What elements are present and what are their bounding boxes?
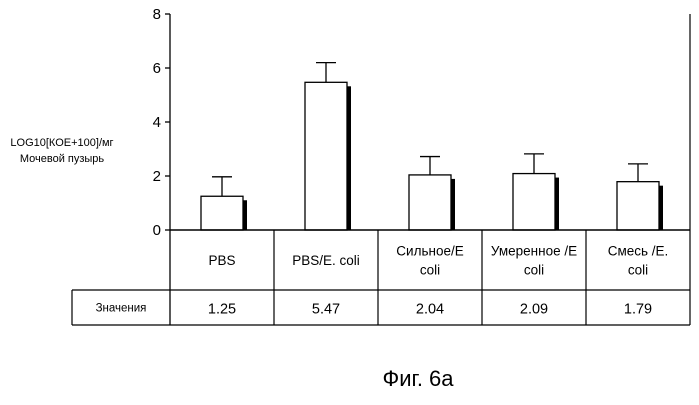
bar bbox=[409, 175, 451, 230]
bar bbox=[201, 196, 243, 230]
x-category-label: coli bbox=[420, 263, 440, 278]
x-category-label: Смесь /E. bbox=[608, 244, 669, 259]
y-axis-label-line: LOG10[КОЕ+100]/мг bbox=[10, 137, 113, 149]
table-value-cell: 5.47 bbox=[312, 302, 340, 318]
table-row-label: Значения bbox=[96, 303, 147, 315]
y-tick-label: 2 bbox=[153, 168, 161, 185]
x-category-label: coli bbox=[628, 263, 648, 278]
y-tick-label: 6 bbox=[153, 60, 161, 77]
table-value-cell: 1.79 bbox=[624, 302, 652, 318]
table-value-cell: 2.09 bbox=[520, 302, 548, 318]
x-category-label: Умеренное /E bbox=[491, 244, 577, 259]
x-category-label: PBS bbox=[208, 253, 235, 268]
x-category-label: coli bbox=[524, 263, 544, 278]
data-table: PBS PBS/E. coli Сильное/E coli Умеренное /E c… bbox=[72, 230, 690, 325]
y-axis-ticks: 0 2 4 6 8 bbox=[153, 6, 170, 239]
x-category-label: PBS/E. coli bbox=[292, 253, 360, 268]
y-tick-label: 8 bbox=[153, 6, 161, 23]
bar bbox=[305, 82, 347, 230]
table-value-cell: 1.25 bbox=[208, 302, 236, 318]
bar bbox=[617, 182, 659, 230]
y-axis-label: LOG10[КОЕ+100]/мг Мочевой пузырь bbox=[10, 137, 113, 165]
figure-caption: Фиг. 6а bbox=[382, 366, 454, 391]
y-tick-label: 4 bbox=[153, 114, 161, 131]
x-category-label: Сильное/E bbox=[396, 244, 463, 259]
y-axis-label-line: Мочевой пузырь bbox=[20, 153, 105, 165]
bar bbox=[513, 174, 555, 230]
table-value-cell: 2.04 bbox=[416, 302, 444, 318]
y-tick-label: 0 bbox=[153, 222, 161, 239]
